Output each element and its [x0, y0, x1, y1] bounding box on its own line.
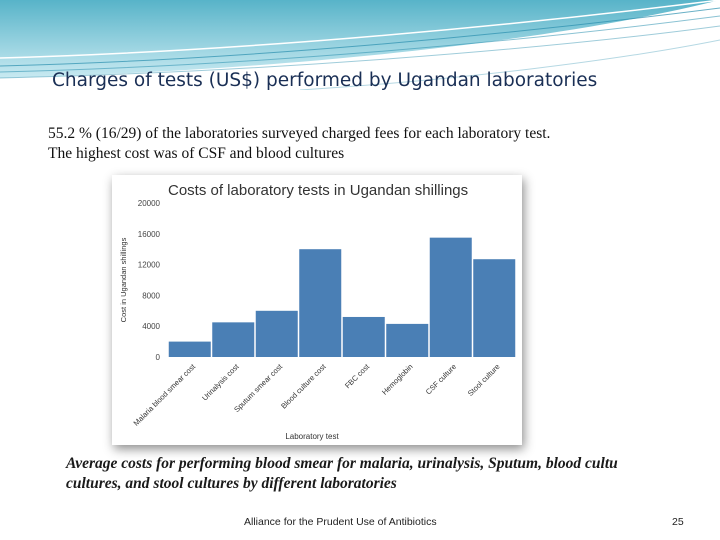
chart-title: Costs of laboratory tests in Ugandan shi…	[168, 182, 468, 199]
x-tick-label: Sputum smear cost	[232, 361, 285, 414]
y-tick-label: 4000	[142, 322, 160, 331]
bar	[342, 316, 385, 357]
body-text: 55.2 % (16/29) of the laboratories surve…	[48, 124, 708, 164]
caption-line-1: Average costs for performing blood smear…	[66, 455, 618, 472]
bar	[429, 237, 472, 357]
footer-text: Alliance for the Prudent Use of Antibiot…	[244, 516, 437, 528]
bar	[473, 259, 516, 357]
x-tick-label: Malaria blood smear cost	[132, 361, 198, 427]
y-tick-label: 12000	[138, 261, 161, 270]
bar	[299, 249, 342, 357]
y-tick-label: 8000	[142, 291, 160, 300]
figure-caption: Average costs for performing blood smear…	[66, 454, 720, 494]
x-tick-label: Stool culture	[466, 362, 502, 398]
chart-frame: Costs of laboratory tests in Ugandan shi…	[112, 175, 522, 445]
y-tick-label: 0	[156, 353, 161, 362]
y-tick-label: 20000	[138, 199, 161, 208]
x-axis-label: Laboratory test	[285, 432, 339, 441]
x-tick-label: FBC cost	[343, 361, 372, 390]
bar	[255, 310, 298, 357]
decorative-banner	[0, 0, 720, 90]
x-tick-label: Blood culture cost	[279, 361, 328, 410]
y-tick-label: 16000	[138, 230, 161, 239]
bar	[386, 323, 429, 357]
y-axis-label: Cost in Ugandan shillings	[119, 237, 128, 322]
x-tick-label: Hemoglobin	[380, 362, 415, 397]
bar	[212, 322, 255, 357]
body-line-2: The highest cost was of CSF and blood cu…	[48, 145, 345, 162]
caption-line-2: cultures, and stool cultures by differen…	[66, 475, 397, 492]
bar	[168, 341, 211, 357]
x-tick-label: Urinalysis cost	[200, 361, 241, 402]
body-line-1: 55.2 % (16/29) of the laboratories surve…	[48, 125, 551, 142]
slide-title: Charges of tests (US$) performed by Ugan…	[52, 70, 598, 91]
x-tick-label: CSF culture	[424, 362, 458, 396]
page-number: 25	[672, 516, 684, 528]
bar-chart: Costs of laboratory tests in Ugandan shi…	[119, 182, 516, 441]
